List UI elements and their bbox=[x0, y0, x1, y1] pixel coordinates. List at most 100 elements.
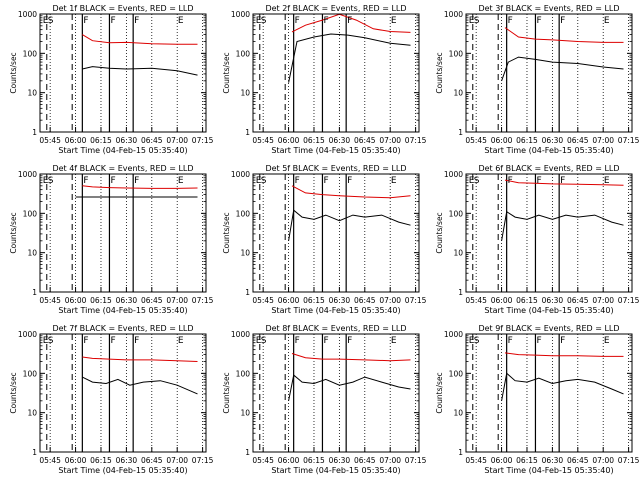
x-tick-label: 05:45 bbox=[252, 136, 274, 145]
region-label: F bbox=[323, 176, 328, 186]
region-label: F bbox=[560, 176, 565, 186]
y-tick-label: 1 bbox=[245, 448, 250, 457]
region-label: E bbox=[178, 336, 184, 346]
region-label: S bbox=[261, 16, 267, 26]
panel-title: Det 5f BLACK = Events, RED = LLD bbox=[265, 164, 406, 173]
panel-title: Det 7f BLACK = Events, RED = LLD bbox=[52, 324, 193, 333]
region-label: E bbox=[391, 16, 397, 26]
plot-frame bbox=[252, 173, 420, 293]
y-tick-label: 100 bbox=[236, 209, 251, 218]
lld-series-line bbox=[82, 185, 198, 189]
events-series-line bbox=[501, 210, 624, 241]
y-axis-label: Counts/sec bbox=[222, 52, 231, 93]
y-axis-label: Counts/sec bbox=[9, 212, 18, 253]
y-tick-label: 1000 bbox=[231, 10, 250, 19]
y-tick-label: 100 bbox=[449, 209, 464, 218]
y-tick-label: 1 bbox=[458, 448, 463, 457]
region-label: S bbox=[261, 176, 267, 186]
region-label: E bbox=[178, 176, 184, 186]
y-tick-label: 100 bbox=[236, 49, 251, 58]
x-tick-label: 07:15 bbox=[192, 296, 214, 305]
region-label: F bbox=[295, 16, 300, 26]
region-label: F bbox=[83, 16, 88, 26]
region-label: F bbox=[536, 336, 541, 346]
y-tick-label: 1 bbox=[32, 448, 37, 457]
panel-title: Det 1f BLACK = Events, RED = LLD bbox=[52, 4, 193, 13]
x-axis-label: Start Time (04-Feb-15 05:35:40) bbox=[484, 306, 613, 315]
y-axis-label: Counts/sec bbox=[222, 212, 231, 253]
y-axis-label: Counts/sec bbox=[222, 372, 231, 413]
x-tick-label: 06:45 bbox=[567, 456, 589, 465]
y-axis-label: Counts/sec bbox=[435, 372, 444, 413]
x-tick-label: 07:00 bbox=[166, 136, 188, 145]
region-label: F bbox=[508, 336, 513, 346]
x-tick-label: 06:00 bbox=[278, 296, 300, 305]
region-label: F bbox=[134, 336, 139, 346]
x-tick-label: 06:00 bbox=[491, 136, 513, 145]
region-label: F bbox=[347, 176, 352, 186]
region-label: E bbox=[604, 176, 610, 186]
x-tick-label: 06:00 bbox=[491, 456, 513, 465]
x-tick-label: 06:30 bbox=[116, 136, 138, 145]
x-tick-label: 07:15 bbox=[618, 136, 640, 145]
lld-series-line bbox=[504, 179, 624, 186]
x-axis-label: Start Time (04-Feb-15 05:35:40) bbox=[484, 466, 613, 475]
y-tick-label: 1000 bbox=[444, 330, 463, 339]
region-label: F bbox=[134, 16, 139, 26]
x-tick-label: 06:00 bbox=[65, 296, 87, 305]
y-tick-label: 10 bbox=[453, 249, 463, 258]
plot-frame bbox=[465, 13, 633, 133]
y-tick-label: 10 bbox=[240, 89, 250, 98]
region-label: E bbox=[391, 176, 397, 186]
plot-frame bbox=[39, 333, 207, 453]
y-tick-label: 100 bbox=[23, 49, 38, 58]
x-tick-label: 06:45 bbox=[567, 136, 589, 145]
panel-title: Det 9f BLACK = Events, RED = LLD bbox=[478, 324, 619, 333]
x-tick-label: 06:45 bbox=[354, 296, 376, 305]
x-tick-label: 05:45 bbox=[465, 136, 487, 145]
y-tick-label: 1 bbox=[458, 128, 463, 137]
y-tick-label: 1 bbox=[32, 128, 37, 137]
x-tick-label: 06:00 bbox=[278, 456, 300, 465]
y-tick-label: 1000 bbox=[18, 170, 37, 179]
x-axis-label: Start Time (04-Feb-15 05:35:40) bbox=[58, 466, 187, 475]
y-axis-label: Counts/sec bbox=[9, 372, 18, 413]
x-tick-label: 06:15 bbox=[303, 456, 325, 465]
x-tick-label: 07:15 bbox=[405, 136, 427, 145]
lld-series-line bbox=[82, 356, 198, 362]
x-tick-label: 06:30 bbox=[329, 136, 351, 145]
y-axis-label: Counts/sec bbox=[435, 52, 444, 93]
lld-series-line bbox=[504, 352, 624, 357]
x-tick-label: 06:15 bbox=[90, 296, 112, 305]
y-tick-label: 1000 bbox=[444, 10, 463, 19]
region-label: E bbox=[604, 16, 610, 26]
y-tick-label: 1 bbox=[458, 288, 463, 297]
plot-frame bbox=[252, 333, 420, 453]
y-tick-label: 10 bbox=[240, 249, 250, 258]
region-label: F bbox=[560, 336, 565, 346]
events-series-line bbox=[288, 374, 411, 401]
x-tick-label: 07:00 bbox=[379, 136, 401, 145]
x-tick-label: 06:00 bbox=[65, 136, 87, 145]
x-tick-label: 06:45 bbox=[141, 296, 163, 305]
x-tick-label: 07:15 bbox=[192, 456, 214, 465]
events-series-line bbox=[288, 209, 411, 241]
x-tick-label: 06:15 bbox=[516, 296, 538, 305]
region-label: F bbox=[508, 176, 513, 186]
region-label: F bbox=[508, 16, 513, 26]
region-label: F bbox=[560, 16, 565, 26]
region-label: S bbox=[48, 16, 54, 26]
region-label: F bbox=[134, 176, 139, 186]
x-tick-label: 06:30 bbox=[542, 136, 564, 145]
region-label: E bbox=[469, 336, 475, 346]
events-series-line bbox=[288, 33, 411, 83]
region-label: E bbox=[604, 336, 610, 346]
y-tick-label: 100 bbox=[236, 369, 251, 378]
plot-frame bbox=[39, 173, 207, 293]
